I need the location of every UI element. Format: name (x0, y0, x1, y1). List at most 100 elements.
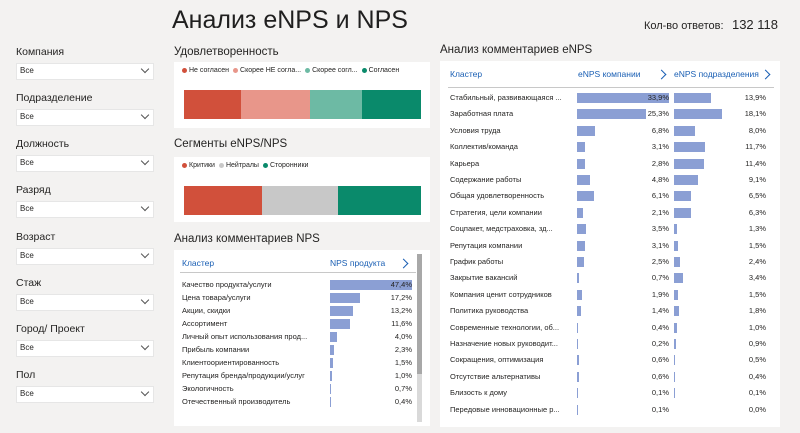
segments-legend: Критики Нейтралы Сторонники (182, 162, 308, 169)
division-bar (674, 158, 705, 169)
satisfaction-segment[interactable] (240, 90, 310, 119)
enps-col-division[interactable]: eNPS подразделения (674, 69, 759, 79)
table-row[interactable]: Экологичность 0,7% (174, 381, 416, 397)
chevron-down-icon[interactable] (140, 64, 150, 74)
table-row[interactable]: График работы 2,5% 2,4% (440, 254, 780, 270)
enps-col-cluster[interactable]: Кластер (450, 69, 483, 79)
segments-legend-item[interactable]: Сторонники (262, 162, 308, 169)
company-bar (577, 240, 586, 251)
chevron-down-icon[interactable] (140, 249, 150, 259)
chevron-down-icon[interactable] (140, 341, 150, 351)
table-row[interactable]: Цена товара/услуги 17,2% (174, 290, 416, 306)
satisfaction-legend-item[interactable]: Скорее согл... (305, 67, 358, 74)
nps-scroll-thumb[interactable] (417, 254, 422, 374)
satisfaction-segment[interactable] (309, 90, 362, 119)
legend-dot-icon (233, 68, 239, 73)
nps-expand-icon[interactable] (398, 258, 409, 269)
segments-stacked-bar[interactable] (184, 186, 421, 215)
segments-legend-item[interactable]: Критики (182, 162, 215, 169)
table-row[interactable]: Политика руководства 1,4% 1,8% (440, 303, 780, 319)
company-value: 2,1% (651, 207, 669, 217)
nps-bar (330, 280, 412, 290)
table-row[interactable]: Закрытие вакансий 0,7% 3,4% (440, 270, 780, 286)
satisfaction-segment[interactable] (361, 90, 421, 119)
satisfaction-legend-item[interactable]: Скорее НЕ согла... (233, 67, 301, 74)
filter-dropdown[interactable]: Все (16, 248, 154, 265)
table-row[interactable]: Коллектив/команда 3,1% 11,7% (440, 139, 780, 155)
filter-dropdown[interactable]: Все (16, 155, 154, 172)
table-row[interactable]: Передовые инновационные р... 0,1% 0,0% (440, 402, 780, 418)
table-row[interactable]: Стабильный, развивающаяся ... 33,9% 13,9% (440, 90, 780, 106)
chevron-down-icon[interactable] (140, 110, 150, 120)
segments-segment[interactable] (262, 186, 339, 215)
company-bar (577, 339, 578, 349)
cluster-label: Условия труда (450, 125, 501, 135)
satisfaction-segment[interactable] (184, 90, 241, 119)
company-value: 0,4% (651, 322, 669, 332)
table-row[interactable]: Отечественный производитель 0,4% (174, 394, 416, 410)
nps-value: 0,7% (394, 384, 412, 393)
division-value: 0,9% (748, 339, 766, 348)
chevron-down-icon[interactable] (140, 295, 150, 305)
division-bar (674, 322, 677, 333)
enps-company-expand-icon[interactable] (656, 69, 667, 80)
division-value: 11,7% (745, 142, 766, 152)
table-row[interactable]: Общая удовлетворенность 6,1% 6,5% (440, 188, 780, 204)
table-row[interactable]: Содержание работы 4,8% 9,1% (440, 172, 780, 188)
table-row[interactable]: Личный опыт использования прод... 4,0% (174, 329, 416, 345)
company-bar (577, 175, 591, 185)
company-bar (577, 273, 579, 284)
table-row[interactable]: Соцпакет, медстраховка, зд... 3,5% 1,3% (440, 221, 780, 237)
filter-dropdown[interactable]: Все (16, 63, 154, 80)
filter-dropdown[interactable]: Все (16, 294, 154, 311)
division-value: 1,5% (748, 240, 766, 250)
nps-scrollbar[interactable] (417, 254, 422, 422)
filter-label: Должность (16, 138, 70, 150)
filter-dropdown[interactable]: Все (16, 340, 154, 357)
company-bar (577, 322, 579, 333)
table-row[interactable]: Репутация компании 3,1% 1,5% (440, 238, 780, 254)
table-row[interactable]: Заработная плата 25,3% 18,1% (440, 106, 780, 122)
table-row[interactable]: Назначение новых руководит... 0,2% 0,9% (440, 336, 780, 352)
table-row[interactable]: Близость к дому 0,1% 0,1% (440, 385, 780, 401)
segments-legend-item[interactable]: Нейтралы (218, 162, 259, 169)
cluster-label: Стратегия, цели компании (450, 207, 542, 217)
chevron-down-icon[interactable] (140, 156, 150, 166)
enps-col-company[interactable]: eNPS компании (578, 69, 641, 79)
table-row[interactable]: Современные технологии, об... 0,4% 1,0% (440, 320, 780, 336)
table-row[interactable]: Клиентоориентированность 1,5% (174, 355, 416, 371)
table-row[interactable]: Стратегия, цели компании 2,1% 6,3% (440, 205, 780, 221)
chevron-down-icon[interactable] (140, 387, 150, 397)
satisfaction-legend-item[interactable]: Не согласен (182, 67, 229, 74)
table-row[interactable]: Условия труда 6,8% 8,0% (440, 123, 780, 139)
table-row[interactable]: Сокращения, оптимизация 0,6% 0,5% (440, 352, 780, 368)
satisfaction-legend-item[interactable]: Согласен (361, 67, 399, 74)
nps-bar (330, 384, 332, 394)
filter-dropdown[interactable]: Все (16, 109, 154, 126)
cluster-label: Коллектив/команда (450, 142, 518, 152)
table-row[interactable]: Прибыль компании 2,3% (174, 342, 416, 358)
filter-dropdown[interactable]: Все (16, 386, 154, 403)
cluster-label: Соцпакет, медстраховка, зд... (450, 224, 553, 234)
table-row[interactable]: Акции, скидки 13,2% (174, 303, 416, 319)
table-row[interactable]: Компания ценит сотрудников 1,9% 1,5% (440, 287, 780, 303)
company-value: 0,7% (651, 273, 669, 283)
filter-dropdown[interactable]: Все (16, 201, 154, 218)
satisfaction-stacked-bar[interactable] (184, 90, 421, 119)
table-row[interactable]: Качество продукта/услуги 47,4% (174, 277, 416, 293)
division-value: 0,4% (748, 371, 766, 381)
table-row[interactable]: Ассортимент 11,6% (174, 316, 416, 332)
enps-title: Анализ комментариев eNPS (440, 44, 593, 56)
table-row[interactable]: Отсутствие альтернативы 0,6% 0,4% (440, 369, 780, 385)
enps-division-expand-icon[interactable] (760, 69, 771, 80)
satisfaction-title: Удовлетворенность (174, 46, 279, 58)
nps-col-value[interactable]: NPS продукта (330, 258, 386, 268)
company-value: 3,1% (651, 240, 669, 250)
chevron-down-icon[interactable] (140, 202, 150, 212)
segments-segment[interactable] (338, 186, 421, 215)
cluster-label: Заработная плата (450, 109, 514, 119)
table-row[interactable]: Карьера 2,8% 11,4% (440, 156, 780, 172)
nps-col-cluster[interactable]: Кластер (182, 258, 215, 268)
segments-segment[interactable] (184, 186, 263, 215)
table-row[interactable]: Репутация бренда/продукции/услуг 1,0% (174, 368, 416, 384)
